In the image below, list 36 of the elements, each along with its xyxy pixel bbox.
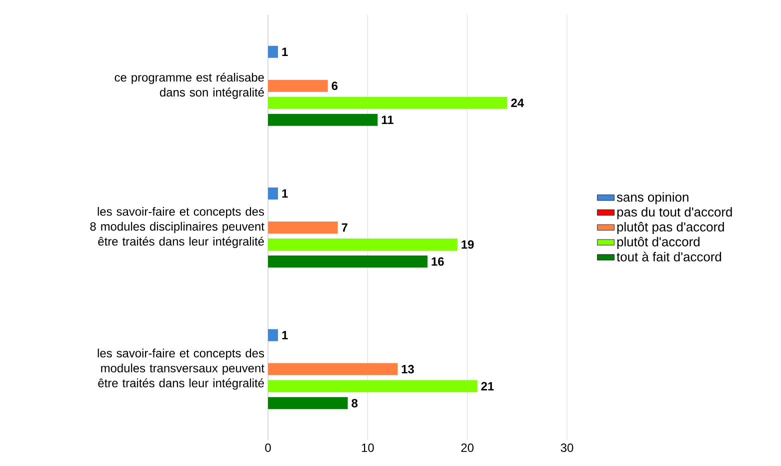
bar (268, 80, 328, 92)
y-tick-label: les savoir-faire et concepts des 8 modules disciplinaires peuvent être traités dans leur intégralité (90, 206, 264, 248)
data-label: 1 (282, 331, 288, 340)
data-label: 6 (332, 82, 338, 90)
x-tick-label: 10 (362, 444, 374, 452)
bar (268, 46, 278, 58)
data-label: 16 (432, 257, 444, 266)
bar (268, 363, 398, 376)
bar (268, 114, 378, 126)
bar (268, 256, 428, 268)
data-label: 1 (282, 189, 288, 198)
bar (268, 380, 478, 392)
data-label: 24 (511, 98, 524, 108)
bar (268, 222, 338, 234)
data-label: 21 (481, 382, 494, 390)
bar (268, 329, 278, 342)
bar (268, 188, 278, 200)
bar (268, 238, 458, 250)
data-label: 1 (282, 48, 288, 56)
data-label: 19 (462, 240, 474, 249)
x-tick-label: 0 (265, 444, 271, 452)
legend-label: pas du tout d'accord (617, 207, 732, 220)
data-label: 11 (382, 116, 394, 124)
bar (268, 397, 348, 410)
y-tick-label: ce programme est réalisabe dans son intégralité (114, 72, 264, 99)
data-label: 7 (342, 223, 348, 232)
bar (268, 96, 508, 109)
legend-label: sans opinion (616, 192, 688, 204)
legend-label: plutôt d'accord (617, 236, 700, 249)
data-label: 8 (352, 398, 358, 408)
legend-label: plutôt pas d'accord (617, 222, 724, 234)
x-tick-label: 20 (461, 444, 474, 452)
legend-label: tout à fait d'accord (616, 252, 722, 262)
x-tick-label: 30 (560, 444, 574, 452)
data-label: 13 (402, 364, 414, 374)
y-tick-label: les savoir-faire et concepts des modules transversaux peuvent être traités dans leur intégralité (98, 348, 264, 390)
